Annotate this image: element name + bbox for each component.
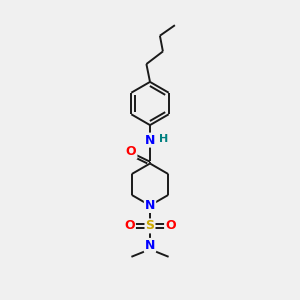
Text: N: N <box>145 239 155 252</box>
Text: O: O <box>124 219 135 232</box>
Text: N: N <box>145 134 155 147</box>
Text: N: N <box>145 199 155 212</box>
Text: O: O <box>126 145 136 158</box>
Text: O: O <box>165 219 176 232</box>
Text: H: H <box>159 134 168 145</box>
Text: S: S <box>146 219 154 232</box>
